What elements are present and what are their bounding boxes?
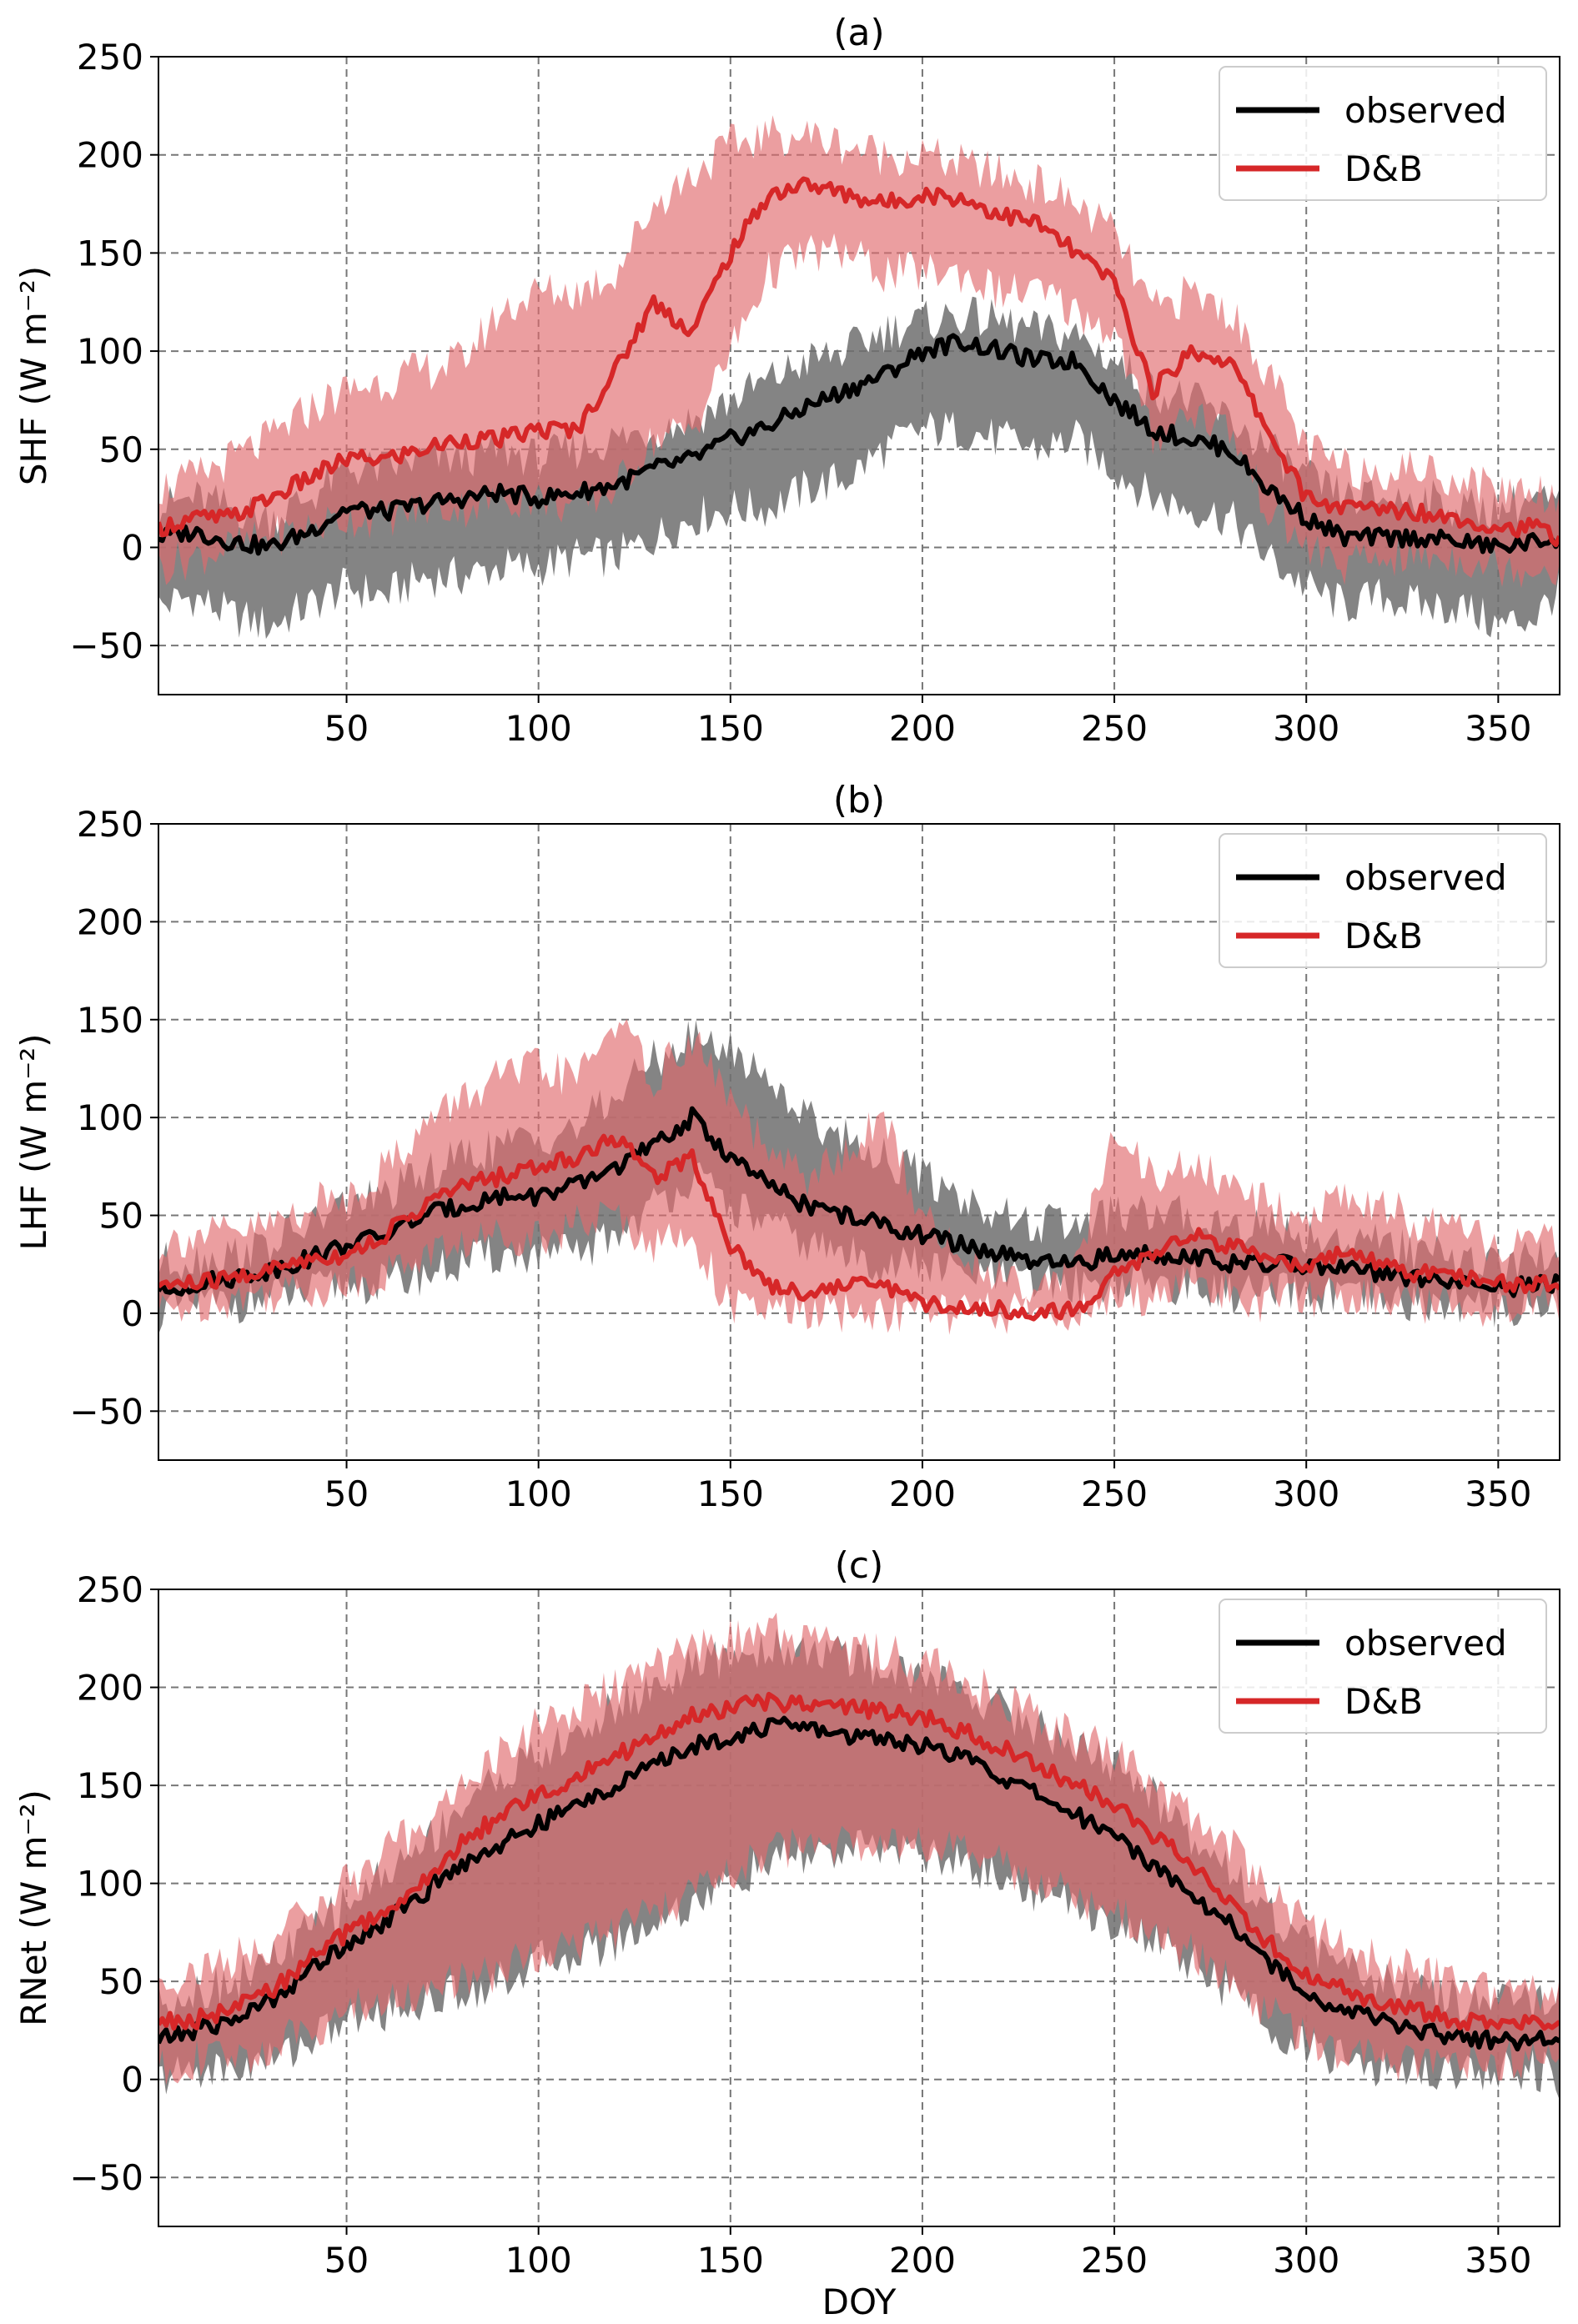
y-tick-label: 100 (77, 331, 143, 372)
x-tick-label: 200 (889, 2240, 956, 2281)
panel-title: (b) (833, 779, 885, 821)
x-tick-label: 250 (1081, 1473, 1148, 1514)
legend-label: observed (1344, 1623, 1507, 1664)
y-tick-label: 250 (77, 37, 143, 78)
y-tick-label: 150 (77, 1765, 143, 1806)
x-tick-label: 250 (1081, 2240, 1148, 2281)
band-db (158, 1018, 1560, 1335)
axes-frame (158, 56, 1560, 695)
x-tick-label: 250 (1081, 708, 1148, 749)
plot-area (158, 115, 1560, 640)
panel-title: (c) (835, 1544, 884, 1587)
legend: observed D&B (1219, 833, 1547, 968)
band-db (158, 115, 1560, 589)
y-tick-label: 50 (99, 1961, 143, 2002)
panel-c: 50 100 150 200 250 300 350 −50 0 50 100 150 200 250 (c… (13, 1544, 1560, 2281)
line-db (158, 176, 1560, 548)
y-tick-label: 150 (77, 1000, 143, 1041)
x-tick-label: 350 (1465, 708, 1531, 749)
x-tick-label: 150 (697, 708, 764, 749)
x-tick-label: 300 (1273, 1473, 1339, 1514)
legend-label: D&B (1344, 148, 1423, 189)
axes-frame (158, 823, 1560, 1461)
line-db (158, 1133, 1560, 1322)
x-tick-label: 100 (505, 708, 572, 749)
legend-label: D&B (1344, 1681, 1423, 1722)
x-tick-label: 200 (889, 708, 956, 749)
x-tick-label: 50 (324, 1473, 369, 1514)
x-tick-label: 200 (889, 1473, 956, 1514)
legend: observed D&B (1219, 66, 1547, 201)
band-db (158, 1612, 1560, 2086)
y-tick-label: 100 (77, 1864, 143, 1905)
legend-label: observed (1344, 90, 1507, 131)
y-tick-label: 0 (121, 527, 143, 568)
band-observed (158, 1628, 1560, 2101)
x-tick-label: 150 (697, 2240, 764, 2281)
y-axis-label: SHF (W m⁻²) (13, 266, 54, 485)
x-tick-label: 350 (1465, 2240, 1531, 2281)
y-tick-label: 100 (77, 1097, 143, 1138)
x-tick-label: 50 (324, 2240, 369, 2281)
y-tick-label: −50 (69, 625, 143, 666)
x-tick-label: 300 (1273, 2240, 1339, 2281)
y-tick-label: 200 (77, 1668, 143, 1709)
panel-a: 50 100 150 200 250 300 350 −50 0 50 100 150 200 250 (a… (13, 12, 1560, 749)
line-observed (158, 1106, 1560, 1298)
x-tick-label: 50 (324, 708, 369, 749)
plot-area (158, 1612, 1560, 2101)
x-tick-label: 150 (697, 1473, 764, 1514)
y-tick-label: 200 (77, 135, 143, 176)
y-axis-label: LHF (W m⁻²) (13, 1033, 54, 1250)
y-tick-label: −50 (69, 2157, 143, 2198)
axes-frame (158, 1589, 1560, 2227)
y-axis-label: RNet (W m⁻²) (13, 1789, 54, 2026)
y-tick-label: 150 (77, 233, 143, 274)
line-observed (158, 1715, 1560, 2052)
panel-b: 50 100 150 200 250 300 350 −50 0 50 100 150 200 250 (b… (13, 779, 1560, 1514)
panel-title: (a) (833, 12, 884, 54)
x-axis-label: DOY (822, 2281, 897, 2322)
x-tick-label: 300 (1273, 708, 1339, 749)
x-tick-label: 100 (505, 1473, 572, 1514)
legend-label: observed (1344, 857, 1507, 898)
y-tick-label: 0 (121, 1293, 143, 1334)
y-tick-label: 200 (77, 901, 143, 942)
y-tick-label: 250 (77, 1569, 143, 1610)
y-tick-label: 50 (99, 429, 143, 470)
legend: observed D&B (1219, 1599, 1547, 1734)
y-tick-label: 250 (77, 804, 143, 845)
line-observed (158, 333, 1560, 556)
x-tick-label: 350 (1465, 1473, 1531, 1514)
plot-area (158, 1018, 1560, 1335)
legend-label: D&B (1344, 916, 1423, 956)
line-db (158, 1691, 1560, 2031)
y-tick-label: 0 (121, 2060, 143, 2101)
y-tick-label: 50 (99, 1196, 143, 1237)
y-tick-label: −50 (69, 1391, 143, 1432)
x-tick-label: 100 (505, 2240, 572, 2281)
